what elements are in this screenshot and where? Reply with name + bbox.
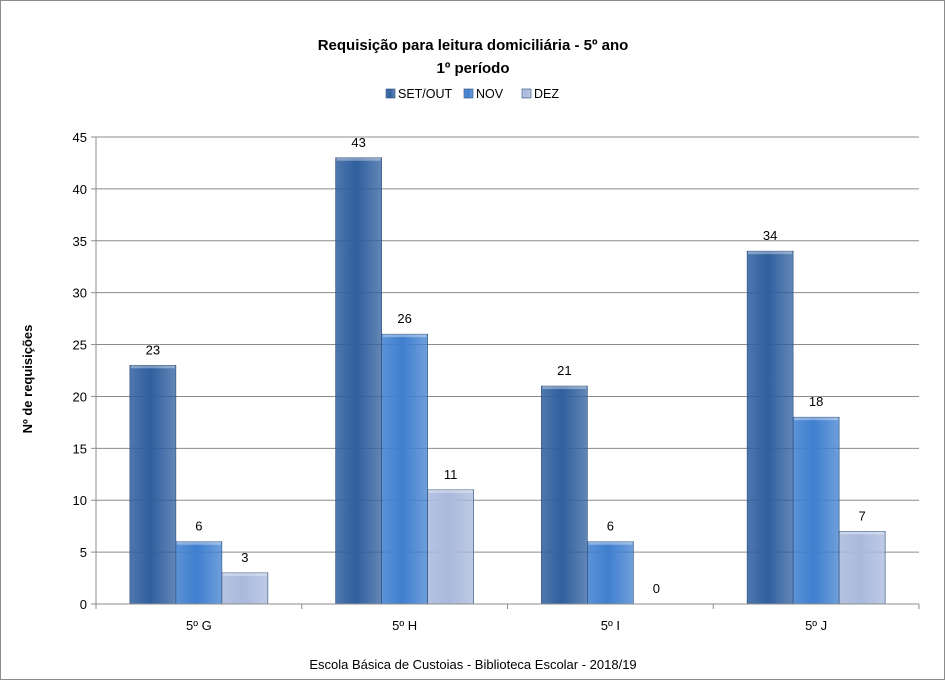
y-tick-label: 25 xyxy=(73,338,87,353)
x-tick-label: 5º H xyxy=(392,618,417,633)
legend-swatch xyxy=(521,88,532,99)
legend: SET/OUT NOV DEZ xyxy=(385,87,559,101)
y-tick-label: 5 xyxy=(80,545,87,560)
data-label: 0 xyxy=(653,581,660,596)
bar-set-out xyxy=(541,385,588,605)
legend-label: DEZ xyxy=(534,87,559,101)
bar-cap xyxy=(588,541,633,545)
bar-cap xyxy=(130,365,175,369)
data-labels: 23 6 3 43 26 11 21 6 0 34 18 7 xyxy=(146,135,866,596)
legend-swatch xyxy=(463,88,474,99)
data-label: 6 xyxy=(607,519,614,534)
bar-cap xyxy=(794,417,839,421)
legend-swatch xyxy=(385,88,396,99)
bar-cap xyxy=(840,531,885,535)
bar-nov xyxy=(587,541,634,605)
y-axis-ticks: 0 5 10 15 20 25 30 35 40 45 xyxy=(73,130,87,612)
bar-cap xyxy=(336,157,381,161)
bar-set-out xyxy=(746,250,794,605)
data-label: 34 xyxy=(763,228,777,243)
chart-subtitle: 1º período xyxy=(437,60,510,77)
bar-dez xyxy=(838,531,886,605)
data-label: 6 xyxy=(195,519,202,534)
bar-nov xyxy=(175,541,223,605)
chart-title: Requisição para leitura domiciliária - 5… xyxy=(318,37,629,54)
y-tick-label: 40 xyxy=(73,182,87,197)
chart-footer: Escola Básica de Custoias - Biblioteca E… xyxy=(309,657,636,672)
bar-cap xyxy=(428,489,473,493)
data-label: 21 xyxy=(557,363,571,378)
bar-cap xyxy=(542,386,587,390)
y-tick-label: 45 xyxy=(73,130,87,145)
y-tick-label: 10 xyxy=(73,493,87,508)
data-label: 23 xyxy=(146,342,160,357)
x-tick-label: 5º J xyxy=(805,618,827,633)
legend-label: SET/OUT xyxy=(398,87,453,101)
y-tick-label: 15 xyxy=(73,441,87,456)
data-label: 18 xyxy=(809,394,823,409)
x-tick-label: 5º G xyxy=(186,618,212,633)
bar-set-out xyxy=(335,157,382,605)
data-label: 3 xyxy=(241,550,248,565)
bar-dez xyxy=(427,489,474,605)
bar-cap xyxy=(382,334,427,338)
bar-nov xyxy=(381,333,428,605)
bars xyxy=(129,157,886,605)
x-axis-ticks: 5º G 5º H 5º I 5º J xyxy=(91,603,920,633)
bar-nov xyxy=(792,416,840,605)
y-axis-label: Nº de requisições xyxy=(20,325,35,434)
x-tick-label: 5º I xyxy=(601,618,620,633)
legend-label: NOV xyxy=(476,87,504,101)
bar-cap xyxy=(176,541,221,545)
y-tick-label: 0 xyxy=(80,597,87,612)
y-tick-label: 20 xyxy=(73,389,87,404)
y-tick-label: 30 xyxy=(73,286,87,301)
bar-cap xyxy=(222,572,267,576)
data-label: 43 xyxy=(351,135,365,150)
data-label: 26 xyxy=(397,311,411,326)
bar-cap xyxy=(748,251,793,255)
data-label: 7 xyxy=(859,508,866,523)
data-label: 11 xyxy=(444,467,458,482)
bar-dez xyxy=(221,572,269,605)
y-tick-label: 35 xyxy=(73,234,87,249)
bar-set-out xyxy=(129,365,177,605)
